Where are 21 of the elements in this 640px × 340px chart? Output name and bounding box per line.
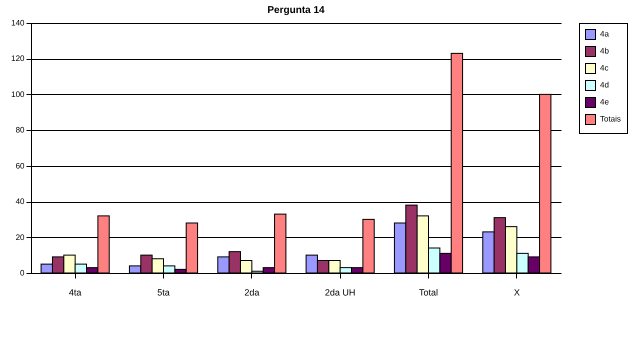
y-tick-label: 0 bbox=[20, 268, 26, 278]
chart-title: Pergunta 14 bbox=[267, 5, 326, 16]
y-tick-label: 20 bbox=[16, 232, 26, 242]
legend-label: Totais bbox=[600, 114, 621, 124]
x-tick-label: Total bbox=[418, 288, 438, 298]
y-tick-label: 140 bbox=[11, 18, 26, 28]
y-tick-label: 120 bbox=[11, 54, 26, 64]
x-tick-label: 2da bbox=[244, 288, 260, 298]
y-tick-label: 80 bbox=[16, 126, 26, 135]
x-tick-label: 2da UH bbox=[324, 288, 356, 298]
legend-label: 4e bbox=[600, 98, 610, 106]
x-tick-label: 4ta bbox=[68, 288, 82, 298]
y-tick-label: 40 bbox=[16, 197, 26, 206]
y-tick-label: 100 bbox=[11, 90, 26, 99]
x-tick-label: 5ta bbox=[157, 288, 170, 298]
legend-label: 4a bbox=[600, 30, 610, 38]
legend-label: 4c bbox=[600, 64, 608, 72]
y-tick-label: 60 bbox=[16, 161, 26, 170]
x-tick-label: X bbox=[514, 288, 520, 298]
legend-label: 4d bbox=[600, 80, 609, 90]
legend-label: 4b bbox=[600, 46, 610, 56]
